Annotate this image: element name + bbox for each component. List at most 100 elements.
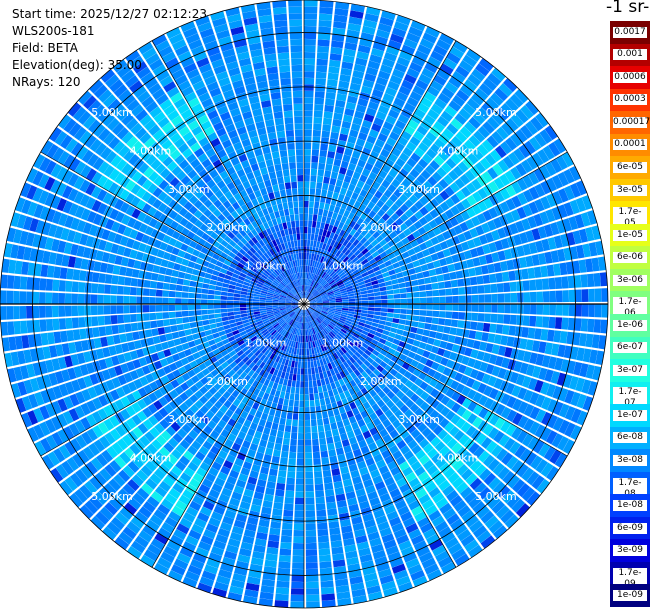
ray-gate	[347, 95, 358, 104]
ray-gate	[301, 309, 304, 317]
ray-gate	[168, 570, 183, 582]
ray-gate	[509, 281, 517, 292]
ray-gate	[13, 275, 21, 290]
ray-gate	[472, 111, 486, 125]
ray-gate	[327, 151, 336, 159]
ray-gate	[354, 110, 365, 120]
ray-gate	[553, 235, 563, 249]
ray-gate	[471, 294, 479, 303]
ray-gate	[345, 101, 357, 111]
ray-gate	[568, 216, 579, 231]
ray-gate	[351, 588, 366, 598]
ray-gate	[343, 209, 351, 218]
ray-gate	[217, 471, 228, 481]
ray-gate	[581, 379, 592, 394]
ray-gate	[318, 548, 331, 556]
ray-gate	[447, 334, 456, 343]
ray-gate	[305, 292, 309, 299]
ray-gate	[273, 368, 279, 377]
ray-gate	[292, 542, 304, 550]
ray-gate	[416, 347, 425, 356]
ray-gate	[304, 220, 308, 227]
ray-gate	[227, 288, 235, 293]
ray-gate	[445, 399, 456, 410]
ray-gate	[278, 377, 285, 385]
ray-gate	[382, 344, 391, 352]
ray-gate	[308, 307, 314, 313]
ray-gate	[416, 125, 429, 136]
ray-gate	[446, 123, 459, 135]
ray-gate	[305, 555, 318, 563]
ray-gate	[395, 575, 411, 587]
ray-gate	[339, 166, 347, 175]
ray-gate	[428, 330, 437, 339]
ray-gate	[26, 291, 33, 304]
ray-gate	[325, 230, 332, 238]
ray-gate	[376, 364, 385, 373]
ray-gate	[279, 364, 285, 372]
ray-gate	[479, 361, 489, 373]
ray-gate	[568, 304, 576, 317]
ray-gate	[423, 114, 436, 126]
ray-gate	[343, 390, 351, 398]
ray-gate	[6, 306, 14, 320]
ray-gate	[469, 520, 484, 533]
ray-gate	[519, 448, 532, 462]
ray-gate	[149, 312, 157, 321]
ray-gate	[497, 345, 507, 357]
ray-gate	[256, 532, 268, 541]
ray-gate	[304, 116, 313, 124]
ray-gate	[295, 315, 299, 322]
ray-gate	[438, 526, 452, 539]
ray-gate	[315, 283, 320, 290]
ray-gate	[475, 225, 485, 236]
ray-gate	[501, 357, 510, 369]
ray-gate	[358, 336, 366, 343]
ray-gate	[306, 309, 310, 316]
ray-gate	[554, 317, 563, 330]
ray-gate	[406, 292, 414, 298]
ray-gate	[497, 367, 507, 379]
ray-gate	[306, 272, 309, 279]
ray-gate	[84, 294, 91, 304]
ray-gate	[372, 318, 380, 324]
ray-gate	[412, 418, 423, 428]
ray-gate	[306, 252, 309, 260]
ray-gate	[162, 297, 169, 304]
ray-gate	[363, 572, 378, 582]
ray-gate	[558, 387, 569, 402]
ray-gate	[484, 313, 492, 323]
ray-gate	[521, 326, 529, 338]
ray-gate	[155, 297, 163, 304]
ray-gate	[79, 270, 87, 282]
ray-gate	[499, 187, 511, 200]
ray-gate	[511, 426, 523, 440]
ray-gate	[578, 333, 587, 347]
ray-gate	[305, 309, 309, 316]
ray-gate	[326, 259, 332, 267]
ray-gate	[550, 158, 563, 173]
ray-gate	[491, 293, 498, 303]
ray-gate	[421, 136, 433, 148]
ray-gate	[218, 569, 233, 579]
ray-gate	[331, 329, 338, 336]
ray-gate	[350, 3, 365, 13]
ray-gate	[412, 285, 420, 292]
ray-gate	[336, 420, 344, 429]
ray-gate	[296, 458, 304, 466]
ray-gate	[166, 540, 181, 552]
ray-gate	[262, 392, 270, 401]
ray-gate	[567, 317, 576, 331]
ray-gate	[319, 372, 324, 380]
ray-gate	[512, 258, 521, 270]
ray-gate	[307, 294, 312, 300]
ray-gate	[471, 68, 486, 82]
ray-gate	[564, 422, 576, 438]
ray-gate	[317, 215, 323, 222]
ray-gate	[425, 395, 435, 405]
ray-gate	[530, 116, 544, 132]
ray-gate	[449, 271, 457, 280]
ray-gate	[324, 104, 334, 113]
ray-gate	[359, 255, 367, 262]
ray-gate	[214, 455, 225, 466]
